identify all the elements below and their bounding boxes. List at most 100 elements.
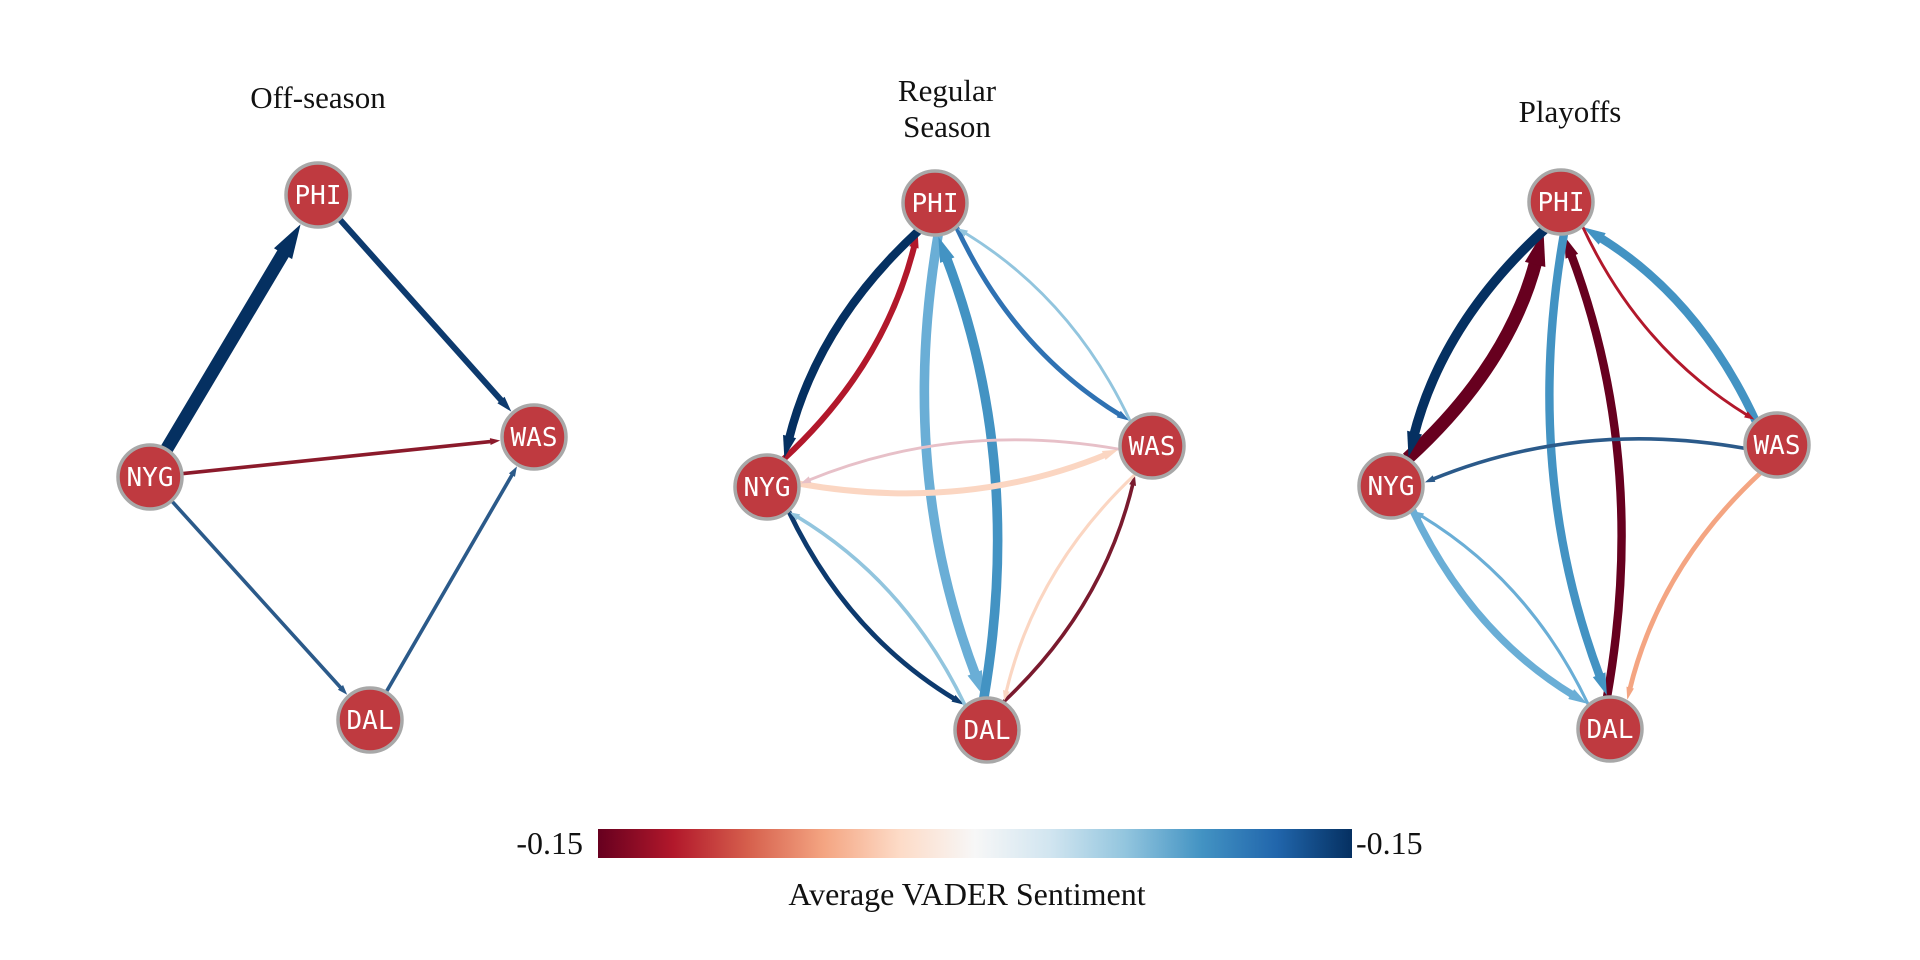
node-label: WAS [511,423,558,453]
edge-dal-to-was [1001,483,1135,704]
edge-was-to-phi [1597,233,1760,423]
arrowhead-nyg-to-was [489,438,501,446]
colorbar-gradient [598,829,1352,858]
node-nyg[interactable]: NYG [733,453,801,521]
arrowhead-was-to-nyg [800,476,812,484]
edge-nyg-to-was [798,451,1108,497]
node-was[interactable]: WAS [1118,412,1186,480]
node-label: NYG [1368,472,1415,502]
edge-was-to-dal [1627,470,1763,690]
node-label: NYG [127,463,174,493]
colorbar-max-label: -0.15 [1356,825,1423,861]
node-circle [901,169,969,237]
edge-dal-to-phi [1566,251,1626,698]
arrowhead-nyg-to-dal [337,685,348,695]
node-circle [953,696,1021,764]
nodes-layer: PHI WAS NYG DAL [1357,168,1811,763]
edge-phi-to-was [954,225,1122,418]
node-circle [1527,168,1595,236]
panel-playoffs: PHI WAS NYG DAL [1357,168,1811,763]
edge-phi-to-was [1580,225,1748,417]
node-nyg[interactable]: NYG [1357,452,1425,520]
edge-nyg-to-dal [170,499,343,690]
edge-dal-to-phi [941,254,1003,699]
edges-layer [1402,225,1763,706]
arrowhead-nyg-to-dal [1568,689,1588,704]
node-label: PHI [912,189,959,219]
edge-was-to-nyg [1432,436,1746,481]
edge-was-to-nyg [808,438,1121,482]
arrowhead-was-to-dal [1002,690,1010,701]
node-phi[interactable]: PHI [901,169,969,237]
panel-1-title-line-2: Season [903,109,991,144]
arrowhead-dal-to-was [508,466,517,477]
arrowhead-nyg-to-was [1101,449,1119,460]
edge-dal-to-nyg [796,515,968,708]
panel-off-season: PHI WAS NYG DAL [116,161,568,754]
panel-1-title-line-1: Regular [898,73,997,108]
arrowhead-nyg-to-dal [951,695,965,705]
edge-dal-to-was [384,472,515,694]
edge-dal-to-nyg [1420,514,1590,706]
edge-nyg-to-was [181,439,492,476]
arrowhead-dal-to-nyg [1413,511,1425,520]
node-circle [1743,411,1811,479]
node-label: WAS [1129,432,1176,462]
node-nyg[interactable]: NYG [116,443,184,511]
edge-phi-to-dal [1545,233,1605,680]
edge-was-to-dal [1004,472,1137,693]
arrowhead-phi-to-was [1744,411,1755,420]
edge-phi-to-nyg [1409,225,1548,438]
node-circle [733,453,801,521]
arrowhead-was-to-dal [1626,686,1634,700]
edge-phi-to-was [337,216,505,404]
node-label: DAL [1587,715,1634,745]
node-dal[interactable]: DAL [953,696,1021,764]
node-circle [1576,695,1644,763]
edge-phi-to-dal [919,234,981,679]
arrowhead-phi-to-nyg [783,434,797,458]
node-phi[interactable]: PHI [1527,168,1595,236]
node-circle [1118,412,1186,480]
colorbar: -0.15 -0.15 Average VADER Sentiment [516,825,1422,912]
edge-nyg-to-dal [786,509,957,702]
node-was[interactable]: WAS [1743,411,1811,479]
node-circle [284,161,352,229]
edge-was-to-phi [964,231,1132,423]
node-phi[interactable]: PHI [284,161,352,229]
arrowhead-dal-to-phi [1564,235,1579,259]
edge-nyg-to-dal [1409,508,1576,699]
arrowhead-dal-to-was [1129,475,1137,486]
edges-layer [160,216,517,695]
nodes-layer: PHI WAS NYG DAL [733,169,1186,764]
arrowhead-dal-to-nyg [789,512,801,521]
arrowhead-nyg-to-phi [1524,231,1546,268]
edge-nyg-to-phi [1402,257,1543,464]
arrowhead-nyg-to-phi [273,224,301,260]
colorbar-min-label: -0.15 [516,825,583,861]
arrowhead-was-to-phi [1583,227,1606,245]
arrowhead-phi-to-was [497,396,512,412]
colorbar-title: Average VADER Sentiment [788,876,1145,912]
node-label: PHI [1538,188,1585,218]
node-circle [1357,452,1425,520]
arrowhead-was-to-nyg [1424,475,1436,483]
nodes-layer: PHI WAS NYG DAL [116,161,568,754]
edge-nyg-to-phi [781,244,918,462]
node-circle [500,403,568,471]
node-label: PHI [295,181,342,211]
edge-phi-to-nyg [784,227,922,441]
node-circle [336,686,404,754]
arrowhead-phi-to-dal [967,670,984,697]
node-label: DAL [347,706,394,736]
arrowhead-phi-to-was [1116,410,1130,421]
node-label: DAL [964,716,1011,746]
node-label: NYG [744,473,791,503]
arrowhead-phi-to-nyg [1407,430,1423,457]
node-dal[interactable]: DAL [1576,695,1644,763]
arrowhead-phi-to-dal [1592,672,1607,696]
node-dal[interactable]: DAL [336,686,404,754]
edge-nyg-to-phi [160,245,292,453]
node-was[interactable]: WAS [500,403,568,471]
